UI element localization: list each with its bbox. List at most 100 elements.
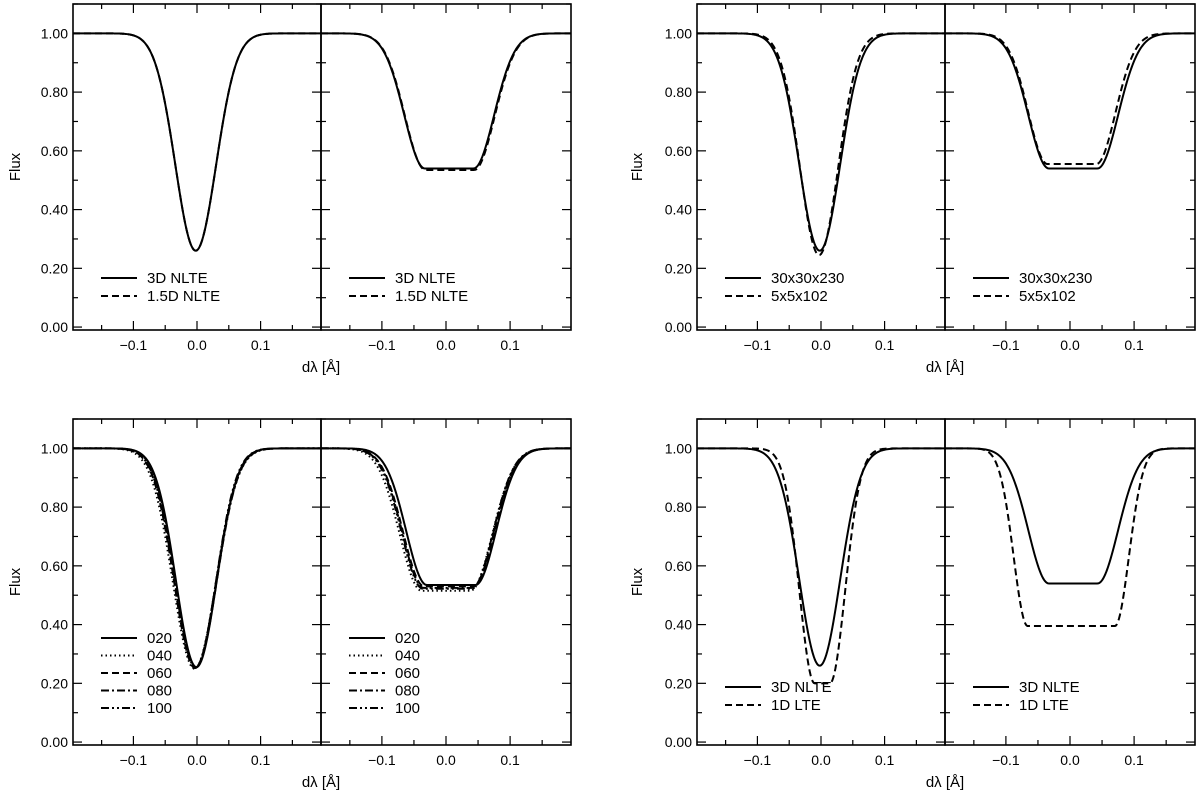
legend-label: 30x30x230 [771, 270, 844, 287]
series-line-080 [321, 447, 571, 589]
legend-label: 060 [395, 665, 420, 682]
y-tick-label: 0.00 [41, 319, 68, 335]
y-tick-label: 0.40 [41, 202, 68, 218]
series-line-040 [321, 447, 571, 592]
y-axis-label: Flux [7, 567, 24, 596]
legend-label: 1D LTE [1019, 697, 1069, 714]
x-tick-label: 0.0 [187, 337, 207, 353]
series-line-5x5x102 [697, 32, 945, 257]
x-tick-label: −0.1 [368, 752, 396, 768]
series-line-100 [73, 447, 321, 668]
chart-1: −0.1 0.0 0.1 0.00 0.20 0.40 0.60 0.80 1.00 3D NLT… [7, 3, 572, 376]
series-line-3d-nlte [945, 447, 1195, 585]
chart-2: −0.1 0.0 0.1 0.00 0.20 0.40 0.60 0.80 1.00 30x30x… [629, 3, 1196, 376]
legend-label: 3D NLTE [147, 270, 208, 287]
legend-label: 3D NLTE [1019, 679, 1080, 696]
y-axis-label: Flux [629, 567, 646, 596]
legend-label: 060 [147, 665, 172, 682]
legend-label: 020 [395, 630, 420, 647]
legend-label: 040 [147, 648, 172, 665]
plot-frame [944, 418, 1196, 746]
y-tick-label: 0.80 [665, 84, 692, 100]
series-line-080 [73, 447, 321, 669]
x-tick-label: 0.1 [251, 337, 271, 353]
chart-4: −0.1 0.0 0.1 0.00 0.20 0.40 0.60 0.80 1.00 3D NLT… [629, 418, 1196, 791]
x-tick-label: −0.1 [744, 337, 772, 353]
series-line-020 [73, 447, 321, 669]
legend-label: 080 [395, 683, 420, 700]
series-line-3d-nlte [697, 447, 945, 667]
y-tick-label: 0.60 [41, 143, 68, 159]
legend-label: 3D NLTE [395, 270, 456, 287]
legend-label: 040 [395, 648, 420, 665]
panel-1-1: −0.1 0.0 0.1 0.00 0.20 0.40 0.60 0.80 1.00 3D NLT… [41, 3, 322, 353]
series-line-3d-nlte [73, 32, 321, 252]
x-tick-label: 0.0 [436, 337, 456, 353]
y-tick-label: 0.80 [41, 84, 68, 100]
y-tick-label: 0.20 [665, 260, 692, 276]
series-line-1d-lte [945, 447, 1195, 628]
y-tick-label: 1.00 [41, 440, 68, 456]
x-tick-label: 0.1 [1124, 752, 1144, 768]
x-tick-label: −0.1 [992, 752, 1020, 768]
plot-frame [72, 418, 322, 746]
plot-frame [320, 418, 572, 746]
x-tick-label: 0.0 [811, 337, 831, 353]
series-line-30x30x230 [945, 32, 1195, 170]
x-tick-label: 0.1 [251, 752, 271, 768]
y-tick-label: 0.20 [41, 675, 68, 691]
y-tick-label: 0.60 [41, 558, 68, 574]
y-tick-label: 0.20 [41, 260, 68, 276]
y-tick-label: 1.00 [41, 25, 68, 41]
x-tick-label: 0.0 [1060, 752, 1080, 768]
legend-label: 5x5x102 [1019, 288, 1076, 305]
legend-label: 020 [147, 630, 172, 647]
series-line-30x30x230 [697, 32, 945, 252]
series-line-1-5d-nlte [73, 32, 321, 252]
series-line-100 [321, 447, 571, 590]
y-tick-label: 0.60 [665, 558, 692, 574]
plot-frame [696, 418, 946, 746]
series-line-060 [321, 447, 571, 588]
legend-label: 100 [147, 700, 172, 717]
x-tick-label: 0.1 [500, 752, 520, 768]
x-tick-label: 0.0 [187, 752, 207, 768]
y-tick-label: 0.60 [665, 143, 692, 159]
x-tick-label: 0.1 [875, 752, 895, 768]
legend-label: 3D NLTE [771, 679, 832, 696]
legend-label: 1.5D NLTE [147, 288, 220, 305]
panel-3-1: −0.1 0.0 0.1 0.00 0.20 0.40 0.60 0.80 1.00 020040… [41, 418, 322, 768]
y-tick-label: 0.00 [665, 734, 692, 750]
series-line-020 [321, 447, 571, 586]
panel-2-1: −0.1 0.0 0.1 0.00 0.20 0.40 0.60 0.80 1.00 30x30x… [665, 3, 946, 353]
y-axis-label: Flux [7, 152, 24, 181]
x-tick-label: 0.0 [811, 752, 831, 768]
legend-label: 080 [147, 683, 172, 700]
y-tick-label: 0.00 [665, 319, 692, 335]
legend-label: 1.5D NLTE [395, 288, 468, 305]
x-tick-label: −0.1 [120, 337, 148, 353]
y-axis-label: Flux [629, 152, 646, 181]
series-line-1d-lte [697, 447, 945, 685]
y-tick-label: 0.40 [41, 617, 68, 633]
panel-4-1: −0.1 0.0 0.1 0.00 0.20 0.40 0.60 0.80 1.00 3D NLT… [665, 418, 946, 768]
series-line-5x5x102 [945, 32, 1195, 166]
y-tick-label: 1.00 [665, 440, 692, 456]
series-line-060 [73, 447, 321, 670]
x-tick-label: −0.1 [120, 752, 148, 768]
x-tick-label: 0.0 [1060, 337, 1080, 353]
x-tick-label: 0.1 [500, 337, 520, 353]
y-tick-label: 0.00 [41, 734, 68, 750]
x-tick-label: −0.1 [744, 752, 772, 768]
series-line-040 [73, 447, 321, 670]
x-axis-label: dλ [Å] [302, 774, 340, 791]
